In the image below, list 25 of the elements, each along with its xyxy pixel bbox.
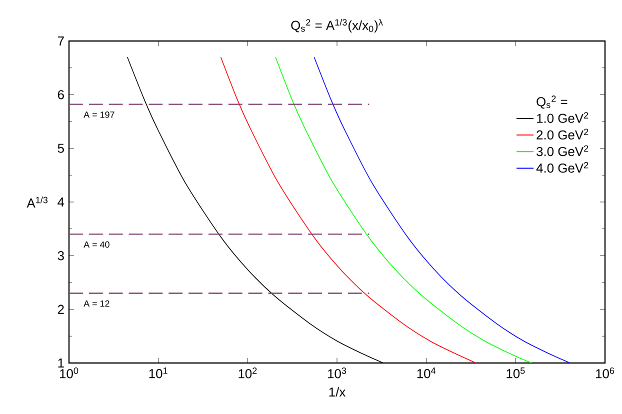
x-axis-title: 1/x <box>329 387 346 397</box>
y-tick-label: 1 <box>58 358 64 368</box>
x-tick-label: 10$^{1}$ <box>149 368 168 378</box>
y-tick-label: 2 <box>58 304 64 314</box>
legend-label: 4.0 GeV$^{2}$ <box>536 162 588 173</box>
x-tick-label: 10$^{5}$ <box>506 368 525 378</box>
legend-label: 3.0 GeV$^{2}$ <box>536 145 588 156</box>
y-tick-label: 6 <box>58 90 64 100</box>
x-tick-label: 10$^{0}$ <box>60 368 78 378</box>
legend-label: 2.0 GeV$^{2}$ <box>536 128 588 140</box>
y-tick-label: 7 <box>58 36 64 46</box>
annotation: A = 40 <box>84 241 110 248</box>
annotation: A = 197 <box>84 111 114 118</box>
legend-label: 1.0 GeV$^{2}$ <box>537 112 588 123</box>
annotation: A = 12 <box>84 300 110 307</box>
x-tick-label: 10$^{3}$ <box>328 368 346 378</box>
y-tick-label: 4 <box>58 198 64 206</box>
y-tick-label: 5 <box>58 144 64 153</box>
chart-title: Q$_{s}$$^{2}$ = A$^{1/3}$(x/x$_{0}$)$^{λ}$ <box>291 18 383 33</box>
y-axis-title: A$^{1/3}$ <box>26 196 48 208</box>
y-tick-label: 3 <box>58 251 64 260</box>
x-tick-label: 10$^{4}$ <box>417 368 436 378</box>
x-tick-label: 10$^{6}$ <box>596 368 614 378</box>
legend-title: Q$_{s}$$^{2}$ = <box>536 96 568 109</box>
x-tick-label: 10$^{2}$ <box>238 368 257 378</box>
